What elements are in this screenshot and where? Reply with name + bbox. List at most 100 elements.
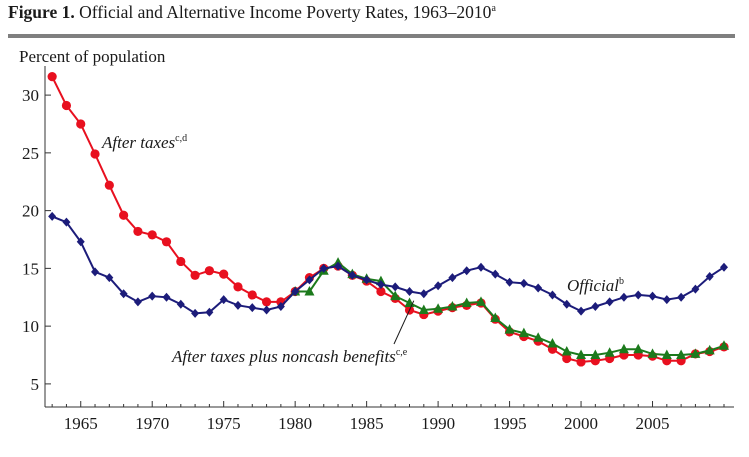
data-point <box>262 305 271 315</box>
data-point <box>233 300 242 310</box>
data-point <box>534 283 543 293</box>
data-point <box>205 307 214 317</box>
data-point <box>334 261 343 271</box>
annotation-label: After taxesc,d <box>101 133 187 152</box>
data-point <box>176 256 186 267</box>
data-point <box>190 270 200 280</box>
series-line <box>295 261 725 356</box>
data-point <box>661 349 672 360</box>
data-point <box>576 357 586 367</box>
data-point <box>447 301 458 311</box>
figure-label: Figure 1. <box>8 2 75 22</box>
data-point <box>448 273 457 283</box>
data-point <box>76 237 85 247</box>
data-point <box>162 292 171 302</box>
data-point <box>133 226 143 237</box>
data-point <box>319 263 328 273</box>
x-tick-label: 2000 <box>564 414 598 433</box>
data-point <box>390 290 401 301</box>
data-point <box>690 348 701 358</box>
data-point <box>618 343 629 354</box>
series-after-taxes <box>47 72 729 367</box>
data-point <box>647 348 658 358</box>
data-point <box>247 290 257 300</box>
y-tick-label: 5 <box>31 375 40 394</box>
data-point <box>504 324 515 334</box>
data-point <box>419 289 428 299</box>
y-tick-label: 20 <box>22 202 39 221</box>
annotation-note: c,e <box>396 347 408 358</box>
x-tick-label: 1980 <box>278 414 312 433</box>
x-tick-label: 2005 <box>636 414 670 433</box>
data-point <box>391 282 400 292</box>
data-point <box>276 302 285 311</box>
data-point <box>491 269 500 279</box>
data-point <box>676 349 687 360</box>
data-point <box>119 289 128 299</box>
series-official <box>48 211 728 318</box>
data-point <box>476 262 485 272</box>
data-point <box>519 278 528 288</box>
data-point <box>547 337 558 348</box>
data-point <box>518 327 529 338</box>
figure-title-text: Official and Alternative Income Poverty … <box>79 2 492 22</box>
data-point <box>204 266 214 276</box>
figure-title-note: a <box>491 3 496 15</box>
title-rule <box>8 34 735 38</box>
data-point <box>462 266 471 276</box>
data-point <box>48 211 57 221</box>
data-point <box>648 291 657 301</box>
data-point <box>362 275 371 285</box>
data-point <box>718 340 729 350</box>
data-point <box>691 284 700 294</box>
data-point <box>590 349 601 360</box>
annotation-label: After taxes plus noncash benefitsc,e <box>171 347 408 366</box>
x-tick-label: 1975 <box>207 414 241 433</box>
data-point <box>91 267 100 277</box>
data-point <box>148 291 157 301</box>
data-point <box>191 308 200 318</box>
data-point <box>76 119 86 129</box>
y-tick-label: 15 <box>22 259 39 278</box>
y-tick-label: 25 <box>22 144 39 163</box>
data-point <box>434 281 443 291</box>
data-point <box>561 346 572 356</box>
annotation-label: Officialb <box>567 276 624 295</box>
data-point <box>604 347 615 357</box>
data-point <box>376 286 386 297</box>
data-point <box>233 282 243 292</box>
data-point <box>348 270 357 280</box>
annotation-note: b <box>619 276 624 287</box>
data-point <box>591 302 600 311</box>
data-point <box>619 292 628 302</box>
data-point <box>576 349 587 360</box>
data-point <box>176 299 185 309</box>
data-point <box>104 180 114 190</box>
data-point <box>548 290 557 300</box>
data-point <box>119 210 129 220</box>
data-point <box>562 299 571 309</box>
data-point <box>705 271 714 281</box>
data-point <box>261 297 272 307</box>
x-tick-label: 1970 <box>135 414 169 433</box>
data-point <box>719 262 728 272</box>
data-point <box>405 286 414 296</box>
data-point <box>704 344 715 355</box>
data-point <box>61 100 72 111</box>
data-point <box>433 303 444 313</box>
data-point <box>47 72 57 82</box>
data-point <box>562 353 572 364</box>
x-tick-label: 1990 <box>421 414 455 433</box>
data-point <box>219 269 229 279</box>
data-point <box>133 297 142 307</box>
data-point <box>105 273 114 283</box>
data-point <box>161 237 172 247</box>
series-line <box>51 76 725 363</box>
data-point <box>248 303 257 313</box>
data-point <box>605 297 614 307</box>
data-point <box>147 230 157 240</box>
x-tick-label: 1995 <box>493 414 527 433</box>
data-point <box>219 295 228 305</box>
data-point <box>304 285 315 296</box>
